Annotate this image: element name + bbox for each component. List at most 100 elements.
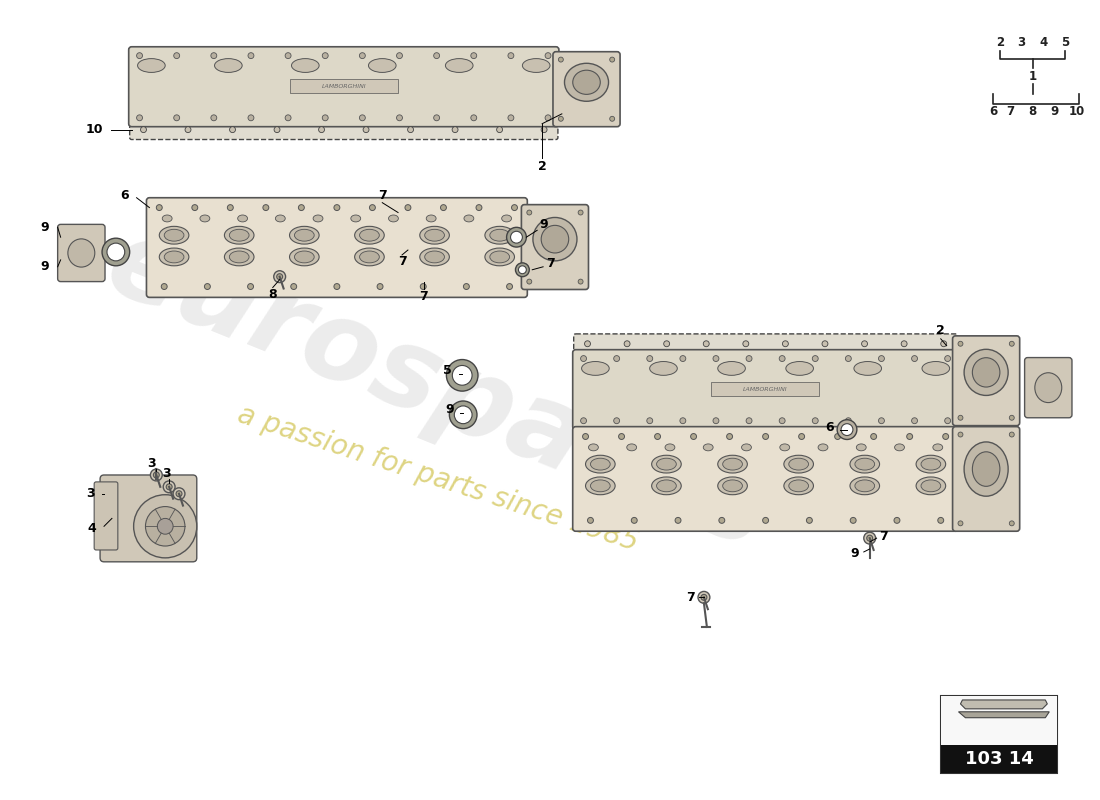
Ellipse shape [295,230,315,241]
Text: 7: 7 [1006,106,1015,118]
Circle shape [631,518,637,523]
Ellipse shape [666,444,675,451]
Ellipse shape [723,480,743,492]
Circle shape [274,126,280,133]
Circle shape [527,210,531,215]
Text: 7: 7 [397,255,406,268]
Ellipse shape [464,215,474,222]
Circle shape [363,126,368,133]
Ellipse shape [591,458,611,470]
Circle shape [654,434,660,439]
Circle shape [527,279,531,284]
Circle shape [471,115,476,121]
Circle shape [319,126,324,133]
FancyBboxPatch shape [100,475,197,562]
FancyBboxPatch shape [57,224,104,282]
Ellipse shape [446,58,473,73]
Circle shape [191,205,198,210]
Ellipse shape [522,58,550,73]
Circle shape [879,418,884,424]
Text: 7: 7 [419,290,428,303]
Circle shape [762,518,769,523]
Ellipse shape [588,444,598,451]
Circle shape [837,420,857,439]
Circle shape [510,231,522,243]
Circle shape [452,126,458,133]
Circle shape [228,205,233,210]
Ellipse shape [275,215,285,222]
Circle shape [512,205,517,210]
Circle shape [812,418,818,424]
Circle shape [334,283,340,290]
Circle shape [285,115,292,121]
Circle shape [698,591,710,603]
Text: 103 14: 103 14 [965,750,1033,768]
Circle shape [579,210,583,215]
Circle shape [133,494,197,558]
Ellipse shape [921,458,940,470]
Text: 3: 3 [147,457,156,470]
Text: 9: 9 [540,218,549,231]
Ellipse shape [238,215,248,222]
Ellipse shape [651,455,681,473]
Circle shape [713,418,719,424]
Circle shape [762,434,769,439]
Ellipse shape [627,444,637,451]
Circle shape [835,434,840,439]
Circle shape [263,205,268,210]
Circle shape [614,355,619,362]
Text: 7: 7 [546,258,554,270]
Circle shape [864,532,876,544]
Circle shape [906,434,913,439]
Text: 8: 8 [1028,106,1036,118]
Ellipse shape [573,70,601,94]
Circle shape [746,355,752,362]
Circle shape [624,341,630,346]
Circle shape [742,341,749,346]
FancyBboxPatch shape [521,205,588,290]
Circle shape [450,401,477,429]
Circle shape [211,53,217,58]
Ellipse shape [292,58,319,73]
Circle shape [812,355,818,362]
Circle shape [879,355,884,362]
Text: 2: 2 [936,325,945,338]
Circle shape [507,283,513,290]
Circle shape [298,205,305,210]
Circle shape [901,341,908,346]
Ellipse shape [723,458,743,470]
Circle shape [157,518,173,534]
Text: 5: 5 [1060,36,1069,50]
FancyBboxPatch shape [953,336,1020,426]
Ellipse shape [741,444,751,451]
Circle shape [945,418,950,424]
Ellipse shape [856,444,866,451]
Ellipse shape [354,226,384,244]
Circle shape [396,115,403,121]
Circle shape [846,418,851,424]
Circle shape [156,205,162,210]
Circle shape [151,469,162,481]
Circle shape [842,424,852,435]
Ellipse shape [351,215,361,222]
Circle shape [958,432,962,437]
Text: 2: 2 [996,36,1004,50]
Circle shape [433,53,440,58]
Circle shape [248,283,253,290]
Bar [940,746,1057,773]
Circle shape [274,270,286,282]
Circle shape [454,406,472,424]
Circle shape [408,126,414,133]
Circle shape [581,418,586,424]
Ellipse shape [717,477,747,494]
Circle shape [799,434,804,439]
Ellipse shape [789,480,808,492]
Circle shape [546,53,551,58]
Ellipse shape [651,477,681,494]
Ellipse shape [703,444,713,451]
Circle shape [647,355,652,362]
Circle shape [174,115,179,121]
Circle shape [334,205,340,210]
Circle shape [675,518,681,523]
Text: 9: 9 [1050,106,1058,118]
